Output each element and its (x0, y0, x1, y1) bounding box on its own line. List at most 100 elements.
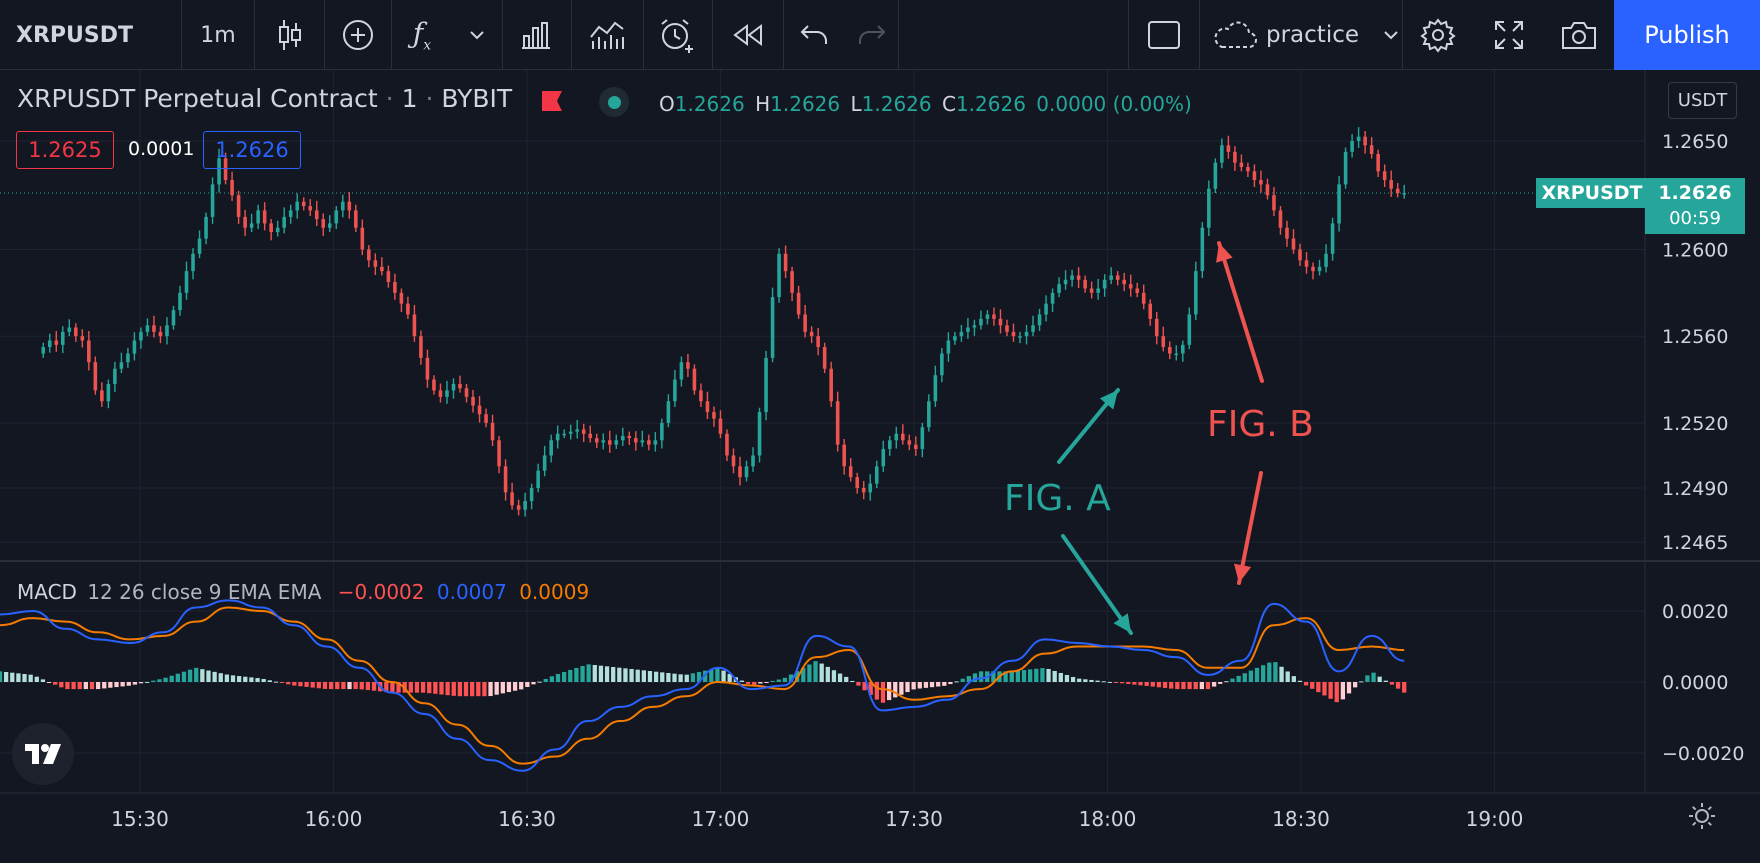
buy-button[interactable]: 1.2626 (203, 131, 301, 169)
candle-body (1154, 318, 1159, 337)
interval-button[interactable]: 1m (182, 0, 254, 70)
chart-type-button[interactable] (255, 0, 325, 70)
candle-body (1181, 344, 1185, 354)
chevron-down-icon (470, 31, 484, 40)
symbol-search-button[interactable]: XRPUSDT (0, 0, 180, 70)
macd-histogram-bar (960, 678, 965, 682)
candle-body (354, 210, 358, 228)
macd-histogram-bar (917, 682, 922, 689)
macd-histogram-bar (316, 682, 322, 689)
compare-button[interactable] (572, 0, 642, 70)
time-axis-label: 17:00 (692, 807, 750, 831)
macd-histogram-bar (126, 682, 131, 686)
sell-button[interactable]: 1.2625 (16, 131, 114, 169)
macd-histogram-bar (1365, 675, 1370, 682)
candle-body (549, 440, 553, 456)
symbol-label: XRPUSDT (16, 22, 134, 48)
candle-body (887, 440, 892, 449)
layout-name: practice (1266, 22, 1359, 48)
publish-button[interactable]: Publish (1614, 0, 1760, 70)
candle-body (47, 340, 52, 348)
macd-histogram-bar (1236, 675, 1241, 682)
toolbar-divider (571, 0, 572, 70)
select-layout-button[interactable] (1129, 0, 1199, 70)
candle-body (914, 444, 918, 449)
chart-canvas[interactable]: 1.2650 1.2600 1.2560 1.2520 1.2490 1.2465 0.00… (0, 70, 1760, 863)
candle-body (979, 318, 983, 326)
candle-body (393, 281, 397, 293)
candle-body (510, 492, 514, 506)
candle-body (464, 388, 469, 397)
macd-histogram-bar (641, 670, 646, 682)
indicators-button[interactable]: ƒx (392, 0, 452, 70)
candle-body (373, 260, 378, 267)
candle-body (816, 336, 820, 348)
macd-histogram-bar (1126, 682, 1131, 684)
currency-button[interactable]: USDT (1668, 82, 1737, 119)
macd-histogram-bar (837, 673, 843, 682)
macd-histogram-bar (862, 682, 867, 691)
undo-button[interactable] (784, 0, 844, 70)
candle-body (985, 314, 990, 319)
price-axis-label: 1.2600 (1662, 239, 1728, 261)
flag-icon[interactable] (541, 90, 563, 112)
redo-button[interactable] (844, 0, 900, 70)
axis-settings-button[interactable] (1688, 802, 1716, 830)
macd-histogram-bar (46, 682, 52, 683)
gear-icon (1420, 18, 1456, 53)
market-status-icon[interactable] (599, 87, 629, 117)
candle-body (764, 357, 768, 413)
macd-histogram-bar (635, 669, 640, 682)
indicators-dropdown[interactable] (452, 0, 502, 70)
macd-histogram-bar (236, 676, 242, 682)
candle-body (1252, 171, 1257, 181)
toolbar-divider (1199, 0, 1200, 70)
macd-histogram-bar (1383, 680, 1388, 682)
candle-body (516, 505, 521, 510)
macd-histogram-bar (598, 665, 604, 682)
candle-body (523, 501, 527, 510)
macd-histogram-bar (672, 673, 677, 682)
settings-button[interactable] (1403, 0, 1473, 70)
replay-button[interactable] (713, 0, 783, 70)
price-axis-label: 1.2560 (1662, 326, 1728, 348)
tradingview-logo[interactable] (12, 723, 74, 785)
macd-signal-line (0, 606, 1405, 765)
candle-body (1356, 136, 1361, 141)
buy-price: 1.2626 (215, 138, 289, 162)
financials-button[interactable] (503, 0, 569, 70)
alert-button[interactable] (644, 0, 710, 70)
toolbar-divider (898, 0, 899, 70)
macd-histogram-bar (660, 672, 665, 682)
candle-body (380, 266, 384, 272)
macd-histogram-bar (954, 681, 959, 683)
candle-body (607, 440, 612, 445)
candle-body (673, 379, 677, 402)
macd-histogram-bar (1119, 682, 1125, 684)
add-indicator-button[interactable] (325, 0, 391, 70)
macd-histogram-bar (1352, 682, 1358, 688)
macd-histogram-bar (212, 671, 217, 682)
candle-body (1044, 303, 1048, 315)
symbol-legend: XRPUSDT Perpetual Contract · 1 · BYBIT (17, 84, 512, 113)
screenshot-button[interactable] (1544, 0, 1614, 70)
candle-body (236, 195, 241, 217)
macd-histogram-bar (304, 682, 309, 687)
fullscreen-button[interactable] (1474, 0, 1544, 70)
macd-histogram-bar (28, 674, 33, 682)
candle-body (972, 325, 977, 328)
candle-body (1102, 279, 1107, 289)
interval-label: 1m (200, 22, 236, 48)
candle-body (451, 383, 456, 391)
candle-body (1031, 325, 1035, 332)
layout-save-button[interactable]: practice (1200, 0, 1402, 70)
candle-body (822, 347, 827, 369)
compare-icon (590, 21, 624, 49)
candle-body (243, 216, 247, 228)
candle-body (1246, 167, 1250, 172)
candle-body (751, 455, 755, 467)
macd-histogram-bar (408, 682, 413, 693)
macd-histogram-bar (1162, 682, 1168, 688)
macd-histogram-bar (89, 682, 95, 690)
macd-histogram-bar (647, 671, 653, 682)
